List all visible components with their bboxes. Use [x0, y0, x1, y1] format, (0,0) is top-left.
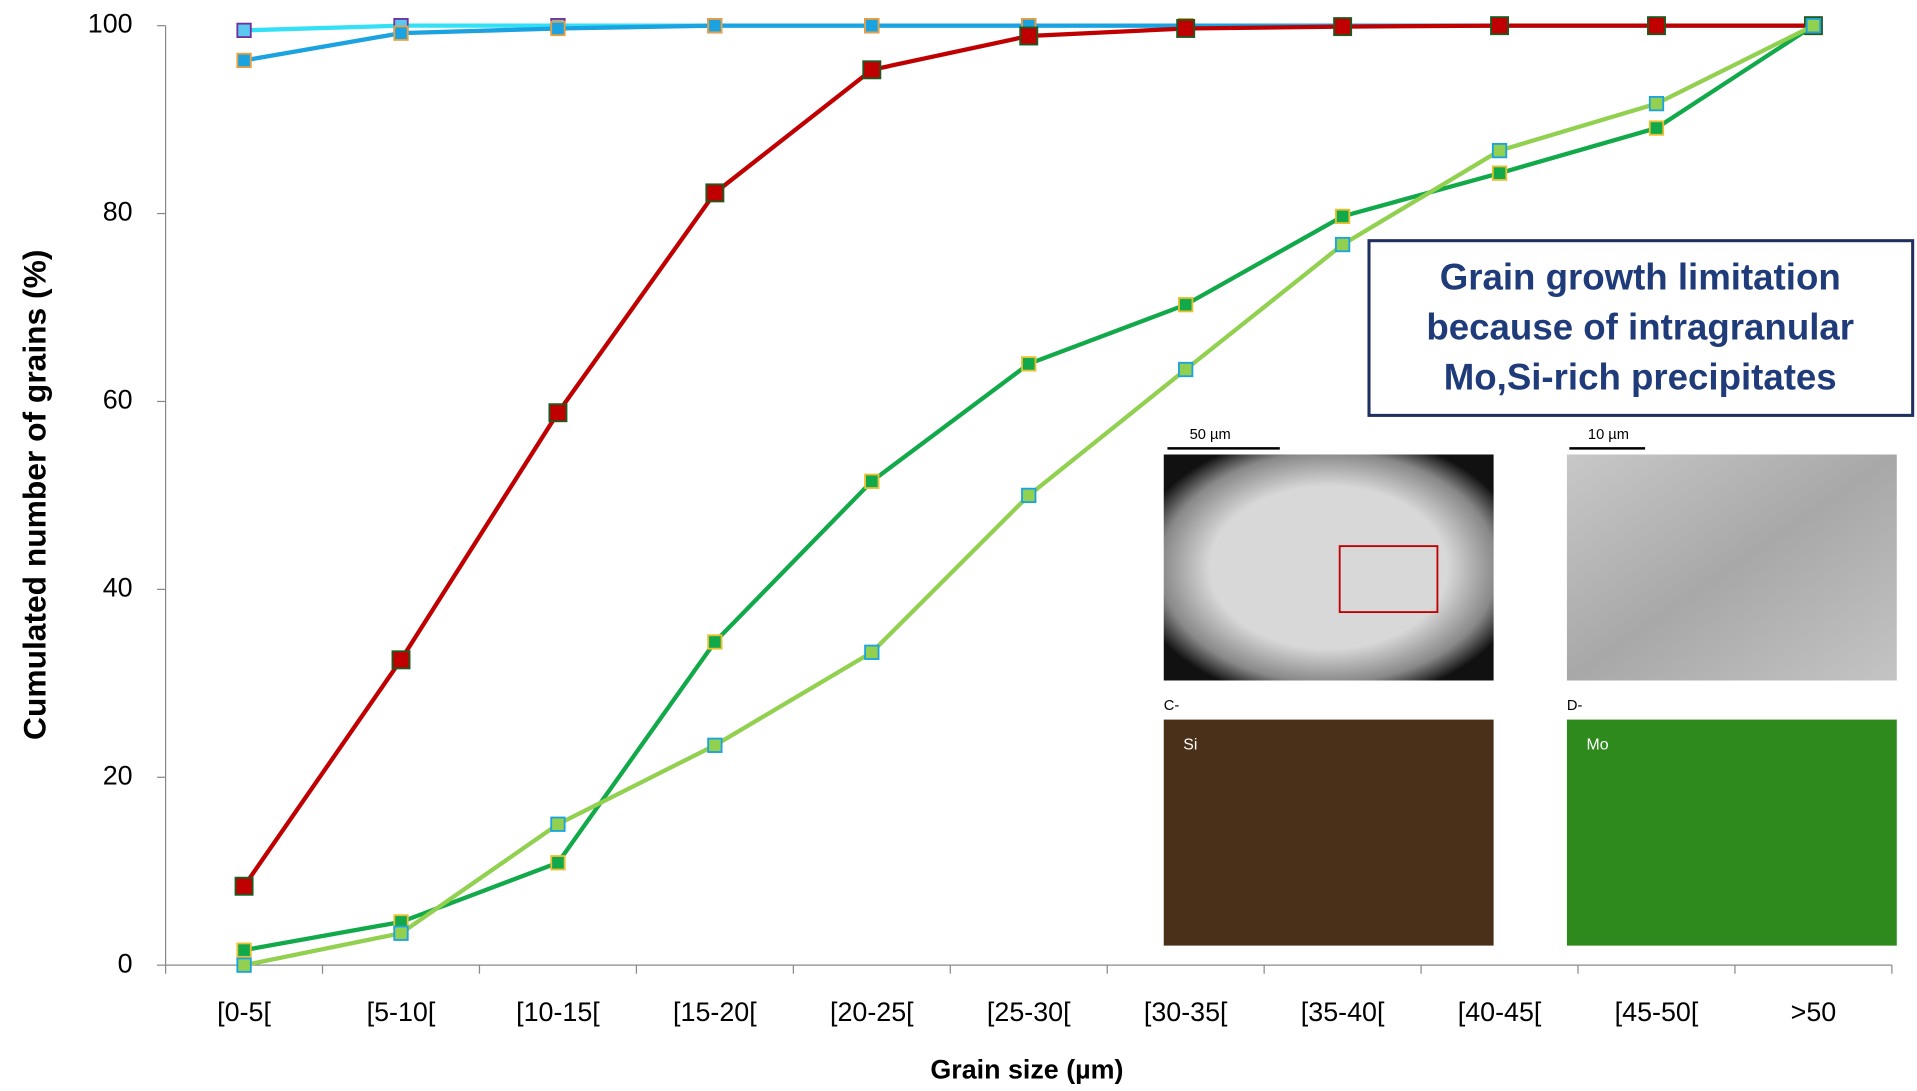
x-tick-label: [0-5[: [217, 997, 271, 1027]
insets: 50 µm 10 µm C- Si D- Mo: [1163, 427, 1897, 946]
scale-label: 50 µm: [1190, 427, 1231, 443]
y-tick-label: 80: [103, 197, 133, 227]
x-tick-label: [20-25[: [830, 997, 914, 1027]
marker: [234, 876, 254, 896]
x-axis-title: Grain size (µm): [930, 1055, 1123, 1085]
x-tick-label: [35-40[: [1301, 997, 1385, 1027]
marker: [393, 25, 409, 41]
x-tick-label: [40-45[: [1458, 997, 1542, 1027]
marker: [236, 942, 252, 958]
marker: [1178, 297, 1194, 313]
x-tick-label: >50: [1791, 997, 1837, 1027]
marker: [550, 816, 566, 832]
marker: [1334, 208, 1351, 225]
zoom-box: [1338, 545, 1439, 614]
marker: [862, 60, 882, 80]
marker: [707, 737, 723, 753]
annotation-line: Grain growth limitation: [1440, 256, 1841, 297]
map-label: Si: [1183, 736, 1197, 753]
x-tick-label: [10-15[: [516, 997, 600, 1027]
y-tick-label: 60: [103, 385, 133, 415]
x-tick-label: [30-35[: [1144, 997, 1228, 1027]
marker: [550, 20, 566, 37]
series: [236, 18, 1822, 973]
panel-label: C-: [1164, 698, 1180, 714]
marker: [1647, 16, 1666, 36]
marker: [1491, 142, 1508, 159]
map-label: Mo: [1586, 736, 1608, 753]
marker: [1490, 16, 1510, 36]
marker: [1648, 120, 1665, 136]
marker: [864, 18, 880, 34]
annotation-line: Mo,Si-rich precipitates: [1444, 357, 1837, 398]
marker: [236, 52, 252, 69]
marker: [1333, 17, 1353, 37]
marker: [1178, 361, 1194, 378]
y-tick-label: 100: [88, 9, 133, 39]
marker: [1021, 487, 1037, 504]
annotation-box: [1367, 239, 1915, 417]
x-tick-label: [5-10[: [367, 997, 436, 1027]
marker: [236, 957, 252, 973]
sem-image-a: [1163, 454, 1494, 681]
y-axis-title: Cumulated number of grains (%): [17, 250, 53, 740]
y-tick-label: 0: [118, 948, 133, 978]
marker: [1334, 236, 1351, 253]
marker: [864, 473, 880, 489]
y-tick-label: 20: [103, 760, 133, 790]
marker: [391, 650, 411, 670]
marker: [1019, 26, 1039, 46]
annotation: Grain growth limitation because of intra…: [1426, 256, 1854, 397]
mo-map: [1566, 719, 1897, 946]
scale-label: 10 µm: [1588, 427, 1629, 443]
y-tick-label: 40: [103, 572, 133, 602]
marker: [550, 855, 566, 871]
marker: [1021, 356, 1037, 372]
si-map: [1163, 719, 1494, 946]
x-tick-label: [45-50[: [1615, 997, 1699, 1027]
sem-image-b: [1566, 454, 1897, 681]
marker: [393, 925, 409, 941]
marker: [705, 183, 725, 203]
marker: [1805, 18, 1822, 34]
marker: [236, 22, 252, 38]
marker: [548, 403, 568, 423]
x-tick-label: [15-20[: [673, 997, 757, 1027]
marker: [864, 644, 880, 660]
panel-label: D-: [1567, 698, 1583, 714]
marker: [1491, 165, 1508, 181]
marker: [707, 18, 723, 34]
marker: [707, 634, 723, 650]
marker: [1176, 19, 1196, 38]
marker: [1648, 95, 1665, 112]
axes: 0 20 40 60 80 100 [0-5[ [5-10[ [10-15[ [15-20[ [20…: [88, 9, 1893, 1027]
x-tick-label: [25-30[: [987, 997, 1071, 1027]
annotation-line: because of intragranular: [1426, 307, 1854, 348]
